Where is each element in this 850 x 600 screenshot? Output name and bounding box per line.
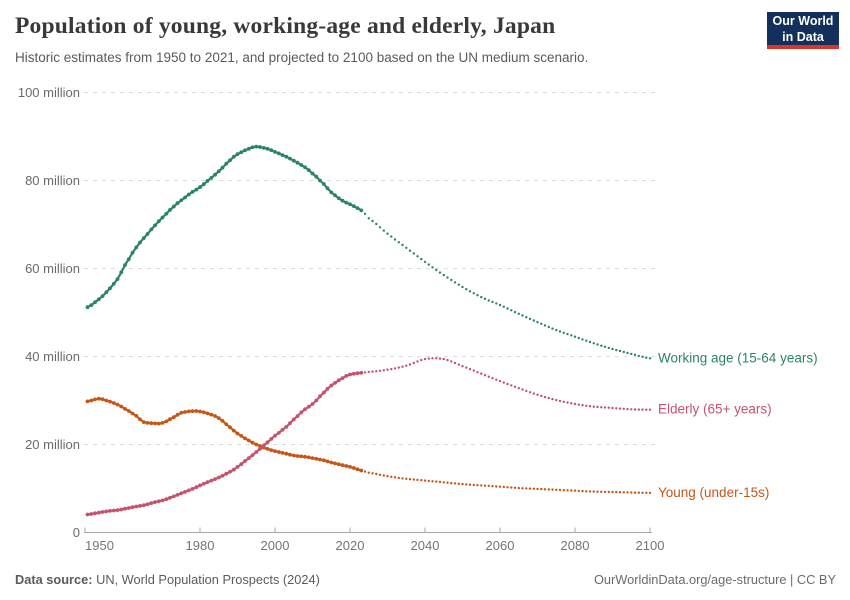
y-axis-label: 20 million: [25, 437, 80, 452]
data-source-text: UN, World Population Prospects (2024): [92, 572, 320, 587]
y-axis-label: 80 million: [25, 173, 80, 188]
owid-logo[interactable]: Our World in Data: [767, 12, 839, 49]
x-axis: 1950 1980 2000 2020 2040 2060 2080 2100: [84, 527, 665, 553]
x-axis-label: 2000: [261, 538, 290, 553]
data-source-label: Data source:: [15, 572, 93, 587]
y-axis-label: 100 million: [18, 85, 80, 100]
y-axis-label: 40 million: [25, 349, 80, 364]
x-axis-label: 2040: [411, 538, 440, 553]
owid-logo-line1: Our World: [772, 13, 834, 28]
x-axis-label: 2060: [486, 538, 515, 553]
chart-title: Population of young, working-age and eld…: [15, 13, 556, 39]
series-label-working_age[interactable]: Working age (15-64 years): [658, 350, 818, 365]
x-axis-label: 1950: [85, 538, 114, 553]
series-young[interactable]: Young (under-15s): [85, 396, 770, 500]
y-axis-label: 60 million: [25, 261, 80, 276]
x-axis-label: 2100: [636, 538, 665, 553]
series-label-young[interactable]: Young (under-15s): [658, 485, 769, 500]
series-working_age[interactable]: Working age (15-64 years): [85, 144, 818, 366]
series-elderly[interactable]: Elderly (65+ years): [85, 357, 772, 517]
x-axis-label: 2080: [561, 538, 590, 553]
data-source: Data source: UN, World Population Prospe…: [15, 572, 320, 587]
series-label-elderly[interactable]: Elderly (65+ years): [658, 402, 772, 417]
chart-footer: Data source: UN, World Population Prospe…: [15, 572, 836, 587]
y-gridlines: 0 20 million 40 million 60 million 80 millio…: [18, 85, 655, 540]
x-axis-label: 1980: [186, 538, 215, 553]
owid-logo-line2: in Data: [782, 29, 824, 44]
chart-subtitle: Historic estimates from 1950 to 2021, an…: [15, 50, 589, 65]
credit-link[interactable]: OurWorldinData.org/age-structure | CC BY: [593, 572, 836, 587]
y-axis-label: 0: [73, 525, 80, 540]
x-axis-label: 2020: [336, 538, 365, 553]
